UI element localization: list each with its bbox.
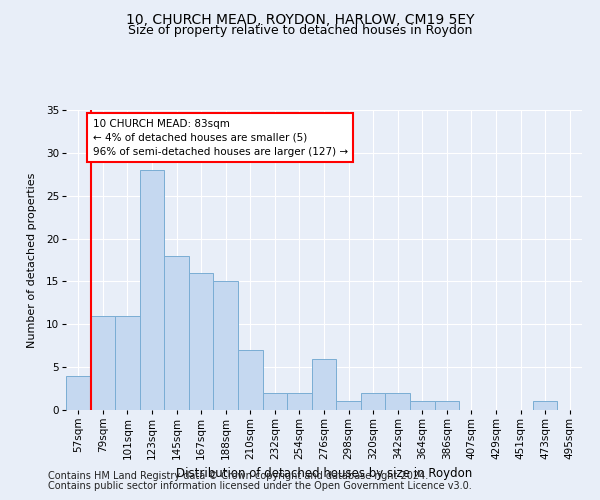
Text: Contains public sector information licensed under the Open Government Licence v3: Contains public sector information licen… (48, 481, 472, 491)
Bar (140, 170, 164, 410)
Bar (287, 393, 312, 410)
Bar (312, 358, 336, 410)
Bar (410, 402, 434, 410)
X-axis label: Distribution of detached houses by size in Roydon: Distribution of detached houses by size … (176, 468, 472, 480)
Bar (533, 402, 557, 410)
Bar (434, 402, 459, 410)
Bar (66, 376, 91, 410)
Bar (214, 282, 238, 410)
Bar (336, 402, 361, 410)
Bar (164, 256, 189, 410)
Bar (189, 273, 214, 410)
Bar (91, 316, 115, 410)
Text: 10, CHURCH MEAD, ROYDON, HARLOW, CM19 5EY: 10, CHURCH MEAD, ROYDON, HARLOW, CM19 5E… (126, 12, 474, 26)
Bar (361, 393, 385, 410)
Bar (385, 393, 410, 410)
Text: Size of property relative to detached houses in Roydon: Size of property relative to detached ho… (128, 24, 472, 37)
Text: 10 CHURCH MEAD: 83sqm
← 4% of detached houses are smaller (5)
96% of semi-detach: 10 CHURCH MEAD: 83sqm ← 4% of detached h… (92, 118, 347, 156)
Text: Contains HM Land Registry data © Crown copyright and database right 2024.: Contains HM Land Registry data © Crown c… (48, 471, 428, 481)
Bar (115, 316, 140, 410)
Y-axis label: Number of detached properties: Number of detached properties (28, 172, 37, 348)
Bar (238, 350, 263, 410)
Bar (263, 393, 287, 410)
